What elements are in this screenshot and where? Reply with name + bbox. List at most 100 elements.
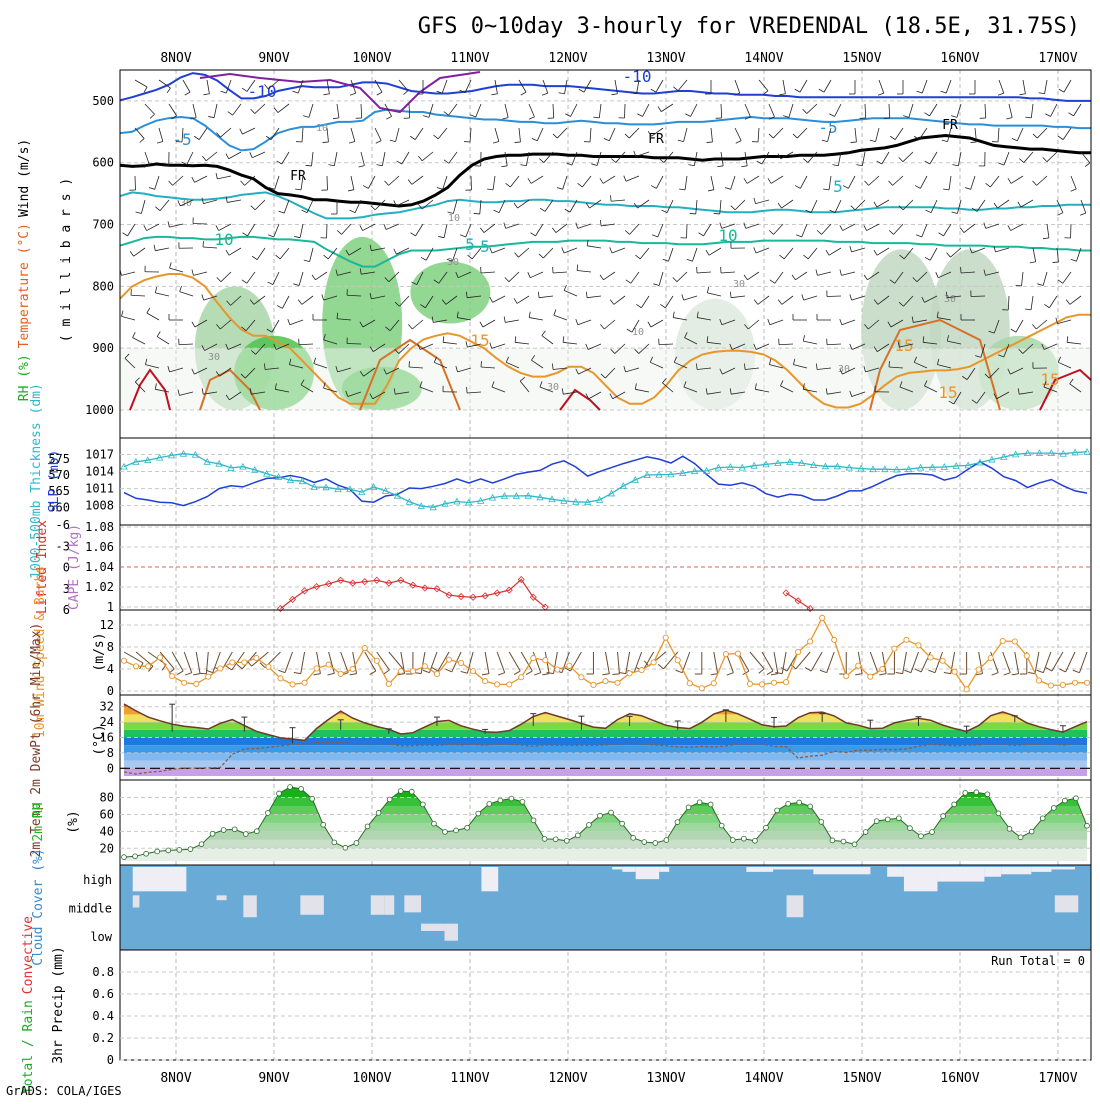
upper-wind-barb-feather <box>359 166 365 167</box>
upper-wind-barb-feather <box>865 181 869 185</box>
upper-wind-barb <box>1021 200 1033 207</box>
upper-wind-barb <box>1067 342 1081 344</box>
upper-wind-barb <box>865 104 866 118</box>
wind-speed-point <box>266 664 271 669</box>
upper-wind-barb-feather <box>687 259 693 261</box>
upper-wind-barb-feather <box>492 94 498 95</box>
upper-wind-barb-feather <box>1033 181 1037 185</box>
temp-tick: 0 <box>107 761 114 775</box>
upper-wind-barb-feather <box>754 198 756 204</box>
upper-wind-barb <box>449 104 457 115</box>
upper-wind-barb <box>1045 80 1047 94</box>
wind-speed-point <box>1024 653 1029 658</box>
upper-wind-barb-feather <box>333 118 339 119</box>
upper-wind-barb <box>422 152 433 161</box>
rh-color-band <box>120 840 1091 848</box>
precip-panel-frame <box>120 950 1091 1060</box>
upper-wind-barb-feather <box>802 294 804 300</box>
upper-wind-barb <box>492 248 505 253</box>
wind-speed-point <box>675 658 680 663</box>
cloud-gap-high <box>746 867 773 872</box>
wind-speed-point <box>374 658 379 663</box>
pressure-tick-label: 800 <box>92 279 114 293</box>
upper-wind-barb <box>599 104 601 118</box>
temperature-contour-label: 15 <box>938 383 957 402</box>
upper-wind-barb <box>612 248 625 253</box>
upper-wind-barb-feather <box>843 186 848 189</box>
date-label-top: 15NOV <box>842 51 881 66</box>
upper-wind-barb <box>135 128 144 139</box>
upper-wind-barb-feather <box>502 118 508 119</box>
upper-wind-barb-feather <box>770 280 775 284</box>
upper-wind-barb-feather <box>936 272 938 277</box>
slp-panel-frame <box>120 438 1091 525</box>
temp-color-band <box>120 699 1091 707</box>
upper-wind-barb-feather <box>293 284 299 286</box>
upper-wind-barb <box>564 248 577 253</box>
upper-wind-barb-feather <box>591 164 597 166</box>
upper-wind-barb-feather <box>302 210 307 213</box>
upper-wind-barb-feather <box>470 115 476 117</box>
date-label-top: 13NOV <box>646 51 685 66</box>
rh-contour-label: 10 <box>316 123 328 134</box>
upper-wind-barb <box>665 296 673 308</box>
upper-wind-barb-feather <box>816 270 817 276</box>
upper-wind-barb-feather <box>121 311 123 317</box>
upper-wind-barb <box>707 293 721 296</box>
upper-wind-barb <box>135 80 147 87</box>
upper-wind-barb <box>280 248 289 259</box>
upper-wind-barb <box>691 104 697 116</box>
upper-wind-barb <box>759 80 768 91</box>
wind-speed-point <box>121 658 126 663</box>
upper-wind-barb <box>807 104 817 114</box>
upper-wind-barb <box>1009 104 1012 118</box>
rh-color-band <box>120 823 1091 831</box>
rh-point <box>896 816 901 821</box>
upper-wind-barb-feather <box>856 165 862 166</box>
rh-point <box>620 821 625 826</box>
upper-wind-barb-feather <box>717 166 723 167</box>
rh-point <box>675 820 680 825</box>
upper-wind-barb-feather <box>652 235 658 237</box>
upper-wind-barb-feather <box>337 230 341 234</box>
upper-wind-barb-feather <box>276 255 281 259</box>
precip-tick: 0.6 <box>92 987 114 1001</box>
cloud-gap-high <box>636 867 659 879</box>
upper-wind-barb <box>651 320 663 327</box>
upper-wind-barb <box>862 152 865 166</box>
upper-wind-barb-feather <box>542 331 546 336</box>
wind-barb <box>991 652 999 673</box>
upper-wind-barb-feather <box>874 202 877 207</box>
rh-point <box>354 841 359 846</box>
upper-wind-barb <box>351 128 355 141</box>
upper-wind-barb <box>242 128 255 134</box>
upper-wind-barb <box>233 104 241 115</box>
rh-point <box>288 785 293 790</box>
upper-wind-barb-feather <box>226 250 229 255</box>
upper-wind-barb-feather <box>267 282 272 285</box>
wind-barb <box>301 652 305 674</box>
upper-wind-barb <box>685 176 687 190</box>
upper-wind-barb <box>275 176 279 189</box>
rh-point <box>376 810 381 815</box>
upper-wind-barb <box>274 224 279 237</box>
wind-barb <box>497 652 505 673</box>
cloud-gap-middle <box>300 895 323 914</box>
upper-wind-barb <box>986 224 999 228</box>
upper-wind-barb-feather <box>520 165 526 166</box>
rh-point <box>509 796 514 801</box>
upper-wind-barb <box>278 104 289 113</box>
upper-wind-barb-feather <box>251 206 255 210</box>
upper-wind-barb <box>894 224 903 234</box>
upper-wind-barb <box>630 224 639 234</box>
upper-wind-barb-feather <box>736 141 741 144</box>
cloud-gap-high <box>612 867 622 869</box>
upper-wind-barb-feather <box>466 341 467 347</box>
rh-point <box>398 789 403 794</box>
upper-wind-barb-feather <box>394 249 397 254</box>
wind-barb-feather <box>992 673 999 675</box>
upper-wind-barb-feather <box>306 165 312 166</box>
wind-speed-point <box>615 680 620 685</box>
upper-wind-barb <box>852 248 865 252</box>
upper-wind-barb-feather <box>384 224 386 230</box>
